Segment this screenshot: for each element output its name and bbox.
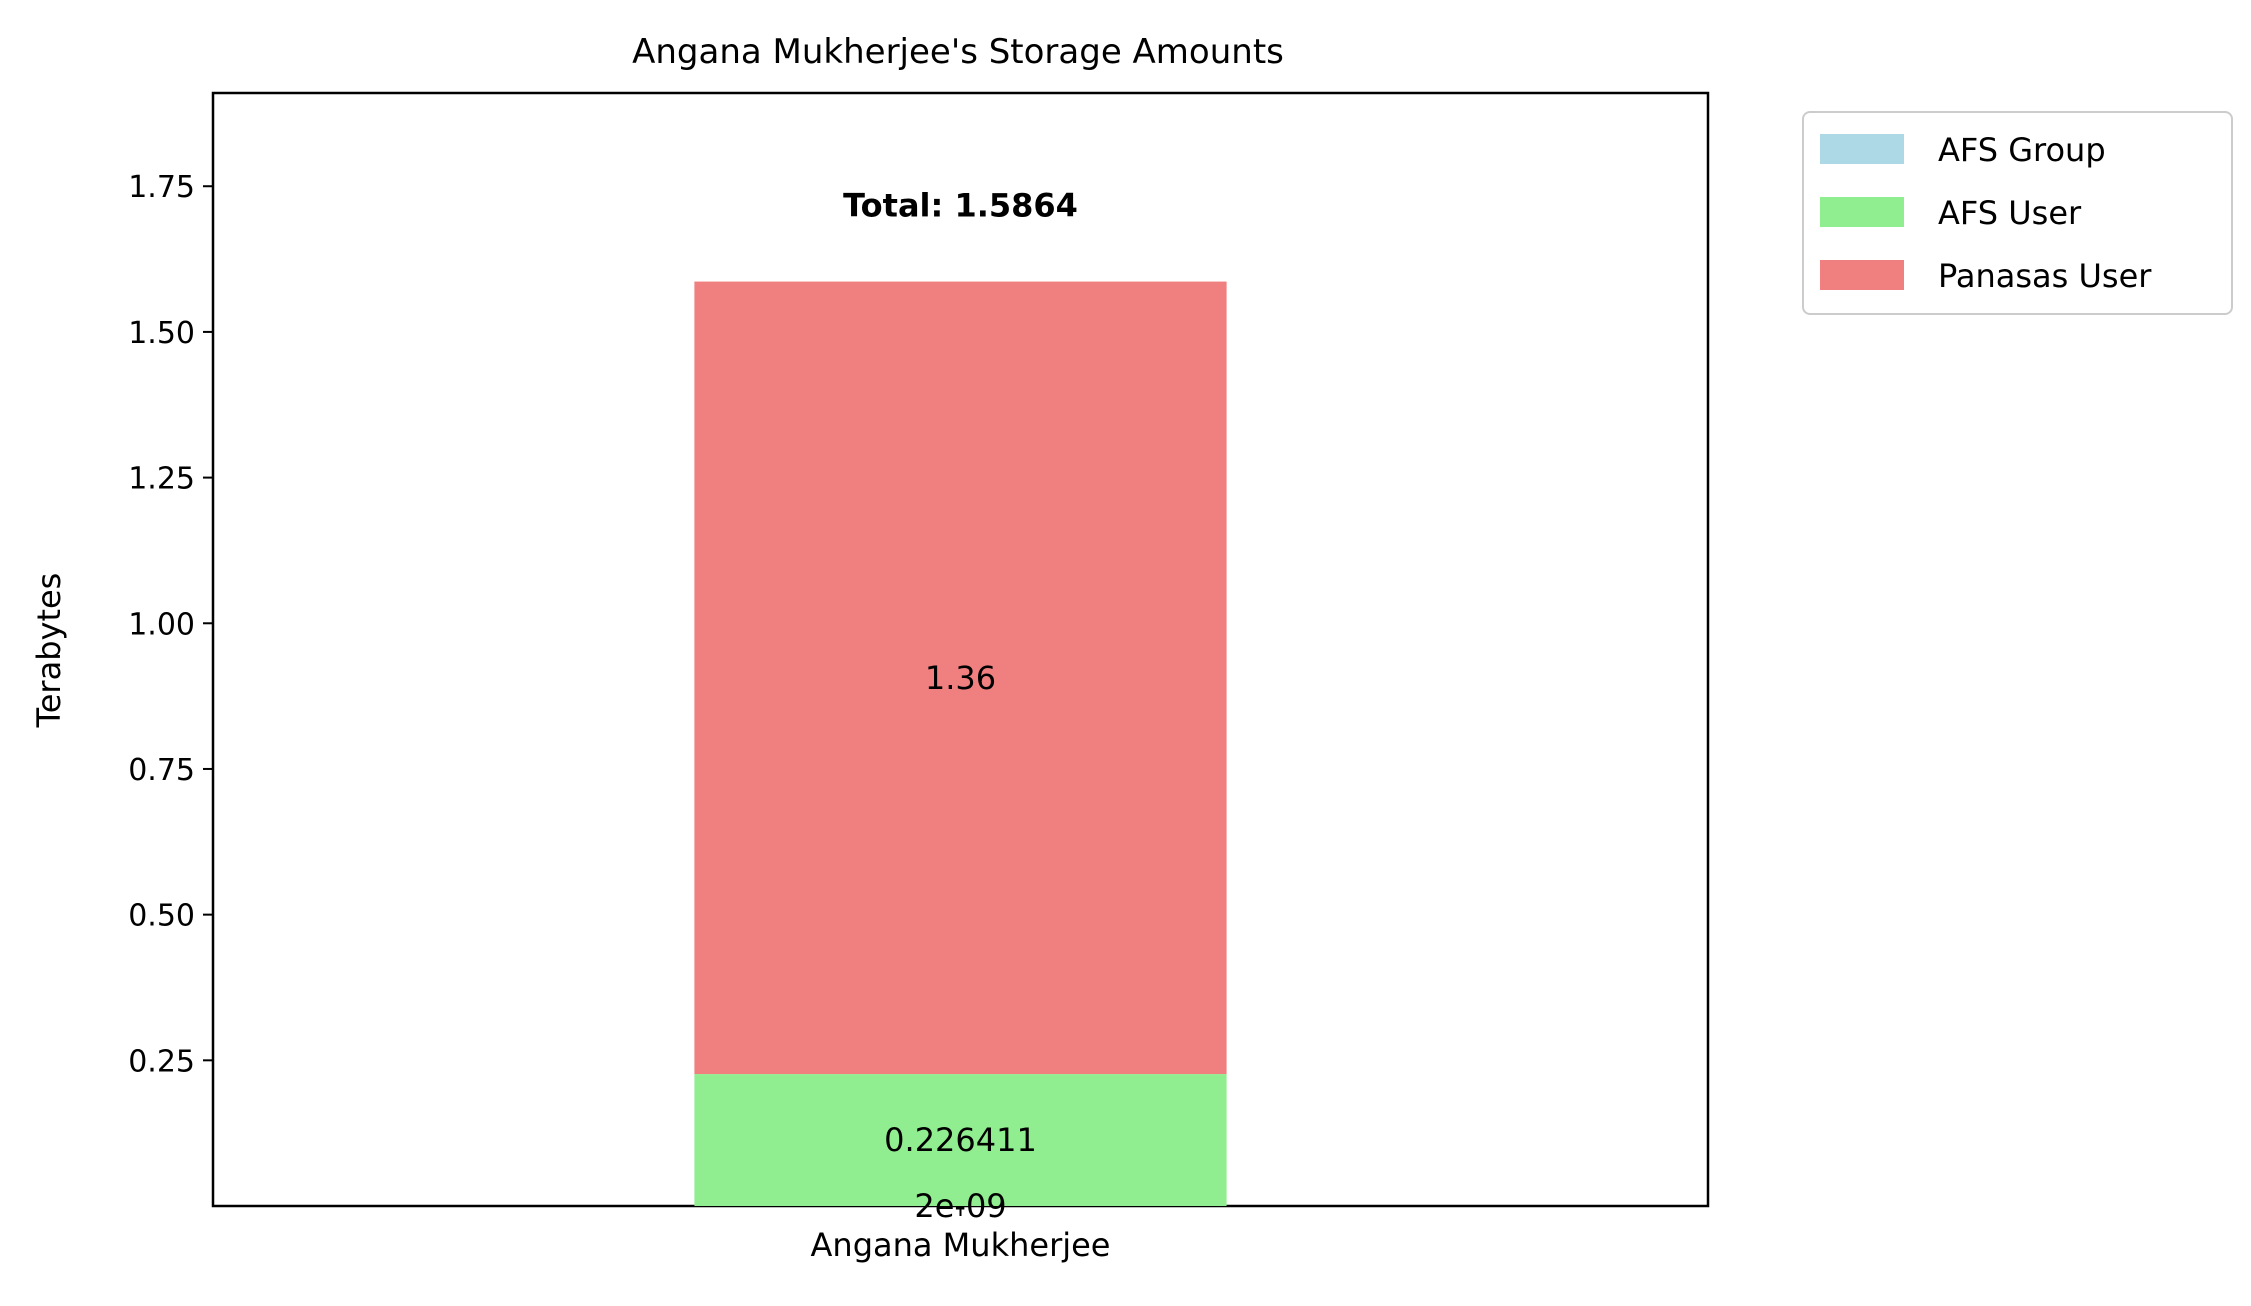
y-tick-label: 0.50 [128, 899, 195, 934]
bar-value-label-panasas-user: 1.36 [925, 659, 996, 697]
bar-value-label-afs-user: 0.226411 [884, 1121, 1037, 1159]
bars-group [694, 282, 1226, 1206]
y-axis-label: Terabytes [30, 573, 68, 729]
y-tick-label: 1.75 [128, 170, 195, 205]
chart-title: Angana Mukherjee's Storage Amounts [632, 32, 1284, 72]
legend-label-panasas-user: Panasas User [1938, 257, 2152, 295]
legend-label-afs-user: AFS User [1938, 194, 2082, 232]
legend-swatch-afs-user [1820, 197, 1904, 227]
y-tick-label: 0.25 [128, 1044, 195, 1079]
legend-label-afs-group: AFS Group [1938, 131, 2106, 169]
y-tick-label: 1.25 [128, 462, 195, 497]
y-tick-label: 1.00 [128, 607, 195, 642]
y-axis-ticks: 0.25 0.50 0.75 1.00 1.25 1.50 1.75 [128, 170, 213, 1079]
legend: AFS Group AFS User Panasas User [1803, 112, 2232, 314]
bar-total-label: Total: 1.5864 [843, 187, 1078, 225]
bar-value-label-afs-group: 2e-09 [914, 1187, 1006, 1225]
x-tick-label: Angana Mukherjee [811, 1226, 1111, 1264]
y-tick-label: 0.75 [128, 753, 195, 788]
y-tick-label: 1.50 [128, 316, 195, 351]
legend-swatch-panasas-user [1820, 260, 1904, 290]
legend-swatch-afs-group [1820, 134, 1904, 164]
